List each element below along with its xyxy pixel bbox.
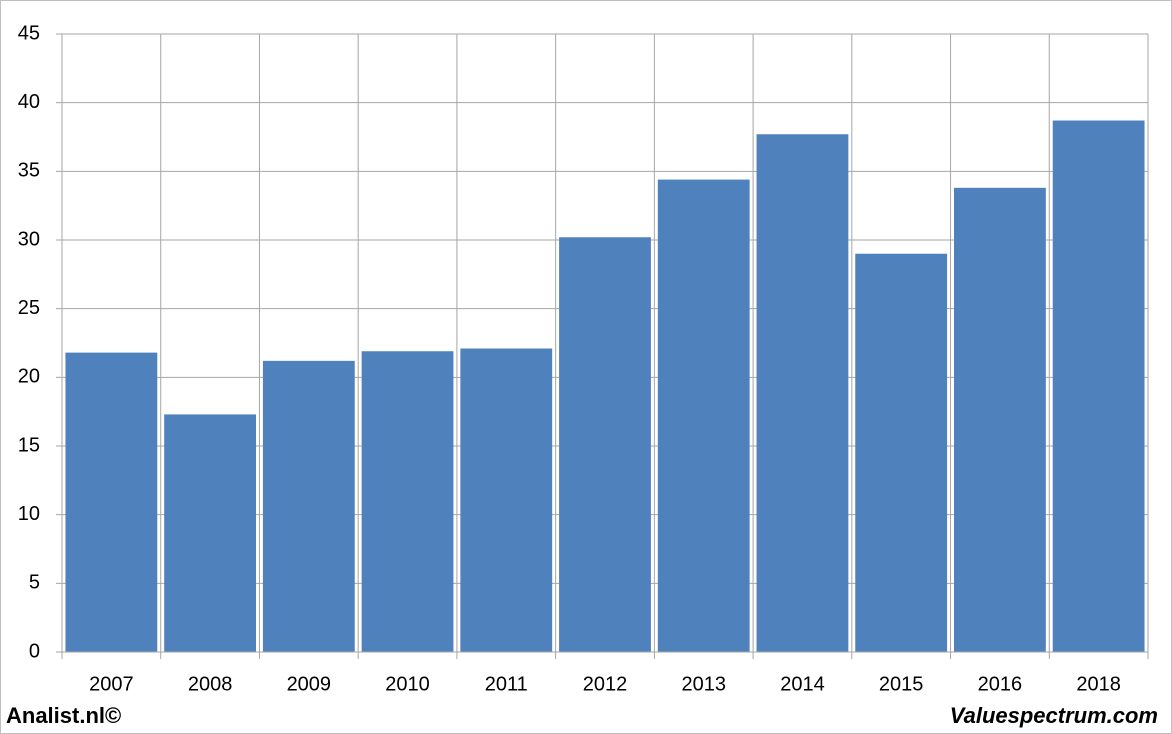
bar — [460, 348, 553, 652]
x-tick-label: 2011 — [485, 673, 528, 695]
x-tick-label: 2007 — [89, 673, 134, 695]
x-tick-label: 2012 — [583, 673, 628, 695]
y-tick-label: 25 — [18, 297, 40, 319]
bar — [559, 237, 651, 652]
y-tick-label: 20 — [18, 366, 40, 388]
y-tick-label: 35 — [18, 160, 40, 182]
y-tick-label: 0 — [29, 640, 40, 662]
bar — [855, 253, 948, 652]
y-tick-label: 45 — [18, 22, 40, 44]
y-tick-label: 30 — [18, 228, 40, 250]
x-tick-label: 2009 — [287, 673, 332, 695]
y-tick-label: 5 — [29, 572, 40, 594]
x-tick-label: 2013 — [681, 673, 726, 695]
bar — [657, 179, 750, 652]
x-tick-label: 2016 — [978, 673, 1023, 695]
bar — [164, 414, 256, 652]
x-tick-label: 2014 — [780, 673, 825, 695]
x-tick-label: 2018 — [1076, 673, 1121, 695]
bar — [262, 360, 355, 652]
x-tick-label: 2010 — [385, 673, 430, 695]
x-tick-label: 2008 — [188, 673, 233, 695]
bar — [954, 187, 1046, 652]
y-tick-label: 10 — [18, 503, 40, 525]
y-tick-label: 40 — [18, 91, 40, 113]
footer-left: Analist.nl© — [6, 703, 121, 728]
y-tick-label: 15 — [18, 434, 40, 456]
bar — [1052, 120, 1145, 652]
bar — [361, 351, 454, 652]
footer-right: Valuespectrum.com — [950, 703, 1158, 728]
x-tick-label: 2015 — [879, 673, 924, 695]
bar — [756, 134, 849, 653]
bar — [65, 352, 158, 652]
